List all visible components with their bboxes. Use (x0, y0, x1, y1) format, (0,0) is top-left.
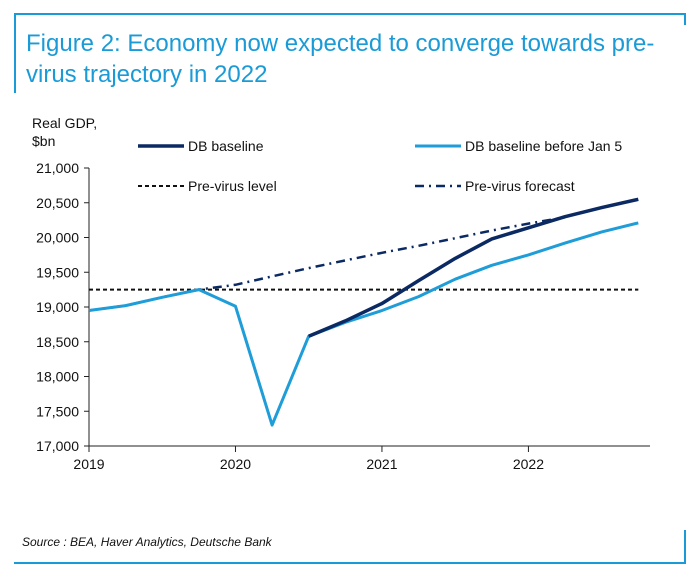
y-tick-label: 20,000 (36, 230, 79, 246)
y-tick-label: 19,000 (36, 299, 79, 315)
series-layer (88, 197, 639, 427)
legend-label-pre-virus-level: Pre-virus level (188, 178, 277, 194)
series-line-pre-virus-forecast (88, 216, 566, 312)
legend: DB baseline DB baseline before Jan 5 Pre-v… (138, 138, 622, 194)
y-ticks: 17,000 17,500 18,000 18,500 19,000 19,500 20,0… (36, 160, 89, 454)
figure-title: Figure 2: Economy now expected to conver… (26, 30, 655, 88)
x-tick-label: 2022 (513, 456, 544, 472)
axes (88, 168, 650, 447)
source-note: Source : BEA, Haver Analytics, Deutsche … (22, 535, 272, 549)
frame-top-rule (14, 13, 686, 15)
y-axis-label-line-2: $bn (32, 133, 55, 149)
y-tick-label: 17,500 (36, 403, 79, 419)
y-tick-label: 18,500 (36, 334, 79, 350)
y-tick-label: 17,000 (36, 438, 79, 454)
y-tick-label: 18,000 (36, 369, 79, 385)
y-axis-label: Real GDP, $bn (32, 115, 97, 149)
x-tick-label: 2019 (73, 456, 104, 472)
series-line-db-baseline (308, 197, 639, 338)
legend-label-pre-virus-forecast: Pre-virus forecast (465, 178, 575, 194)
x-ticks: 2019 2020 2021 2022 (73, 446, 544, 472)
y-axis-label-line-1: Real GDP, (32, 115, 97, 131)
frame-bottom-right-rule (684, 530, 686, 564)
y-tick-label: 19,500 (36, 264, 79, 280)
series-line-db-baseline-before (88, 221, 639, 427)
legend-label-db-baseline-before: DB baseline before Jan 5 (465, 138, 622, 154)
frame-bottom-rule (14, 562, 686, 564)
x-tick-label: 2021 (366, 456, 397, 472)
frame-right-rule (684, 13, 686, 25)
frame-left-rule (14, 13, 16, 93)
y-tick-label: 20,500 (36, 195, 79, 211)
x-tick-label: 2020 (220, 456, 251, 472)
legend-label-db-baseline: DB baseline (188, 138, 264, 154)
y-tick-label: 21,000 (36, 160, 79, 176)
